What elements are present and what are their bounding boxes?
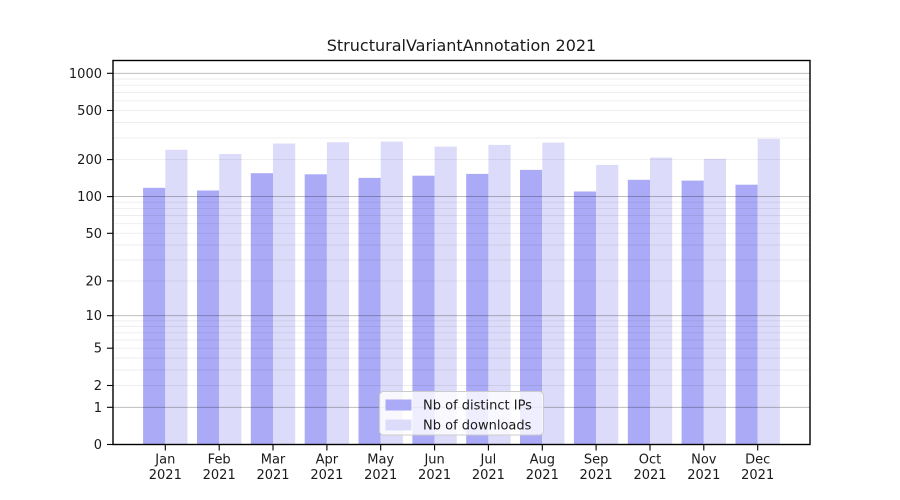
legend-label-distinct-ips: Nb of distinct IPs: [423, 399, 532, 414]
x-tick-label-year: 2021: [203, 468, 236, 483]
y-tick-label: 10: [85, 309, 102, 324]
x-tick-label-year: 2021: [472, 468, 505, 483]
legend-swatch-downloads: [385, 419, 412, 431]
x-tick-label-month: Jul: [480, 453, 497, 468]
x-tick-label-year: 2021: [310, 468, 343, 483]
bar-downloads-apr: [326, 142, 350, 445]
x-tick-label-month: May: [367, 453, 394, 468]
bar-distinct-ips-may: [358, 177, 381, 445]
x-tick-label-year: 2021: [526, 468, 559, 483]
bar-downloads-jul: [488, 144, 511, 445]
bar-distinct-ips-mar: [250, 173, 273, 445]
bar-distinct-ips-jun: [412, 175, 435, 445]
x-tick-label-year: 2021: [149, 468, 182, 483]
y-tick-label: 5: [94, 342, 102, 357]
y-tick-label: 50: [85, 227, 102, 242]
x-tick-label-month: Jun: [423, 453, 444, 468]
y-tick-label: 20: [85, 274, 102, 289]
x-tick-label-month: Sep: [584, 453, 609, 468]
y-tick-label: 200: [77, 153, 102, 168]
bar-downloads-jun: [434, 146, 457, 445]
x-tick-label-year: 2021: [687, 468, 720, 483]
bar-downloads-jan: [165, 149, 188, 445]
bar-distinct-ips-nov: [681, 180, 704, 445]
y-tick-label: 1: [94, 401, 102, 416]
y-tick-label: 2: [94, 379, 102, 394]
x-tick-label-month: Oct: [639, 453, 661, 468]
legend-swatch-distinct-ips: [385, 399, 412, 411]
bar-downloads-mar: [273, 143, 296, 445]
legend-box: [379, 391, 544, 436]
x-tick-label-year: 2021: [633, 468, 666, 483]
chart-title: StructuralVariantAnnotation 2021: [326, 36, 597, 55]
bar-distinct-ips-apr: [304, 174, 327, 445]
bar-downloads-sep: [596, 164, 619, 445]
bar-downloads-nov: [703, 158, 726, 445]
x-tick-label-month: Aug: [530, 453, 555, 468]
bar-downloads-feb: [219, 154, 242, 445]
bar-downloads-oct: [650, 157, 673, 445]
bar-distinct-ips-jan: [143, 187, 166, 445]
bar-distinct-ips-feb: [197, 190, 220, 445]
x-tick-label-month: Jan: [154, 453, 175, 468]
x-tick-label-month: Nov: [691, 453, 717, 468]
bar-distinct-ips-dec: [735, 184, 758, 445]
x-tick-label-year: 2021: [580, 468, 613, 483]
bar-distinct-ips-aug: [520, 169, 543, 445]
x-tick-label-month: Dec: [745, 453, 770, 468]
y-tick-label: 1000: [69, 67, 102, 82]
plot-border: [112, 59, 811, 446]
y-tick-label: 500: [77, 104, 102, 119]
x-tick-label-month: Mar: [261, 453, 286, 468]
y-tick-label: 100: [77, 190, 102, 205]
bar-downloads-aug: [542, 142, 565, 445]
x-tick-label-month: Apr: [316, 453, 339, 468]
x-tick-label-month: Feb: [208, 453, 231, 468]
x-tick-label-year: 2021: [741, 468, 774, 483]
bar-downloads-dec: [757, 138, 780, 445]
x-tick-label-year: 2021: [418, 468, 451, 483]
legend-label-downloads: Nb of downloads: [423, 419, 532, 434]
bar-distinct-ips-sep: [573, 191, 597, 445]
x-tick-label-year: 2021: [364, 468, 397, 483]
bar-downloads-may: [380, 141, 403, 445]
x-tick-label-year: 2021: [256, 468, 289, 483]
y-tick-label: 0: [94, 438, 102, 453]
bar-distinct-ips-jul: [466, 173, 489, 445]
bar-distinct-ips-oct: [627, 179, 650, 445]
